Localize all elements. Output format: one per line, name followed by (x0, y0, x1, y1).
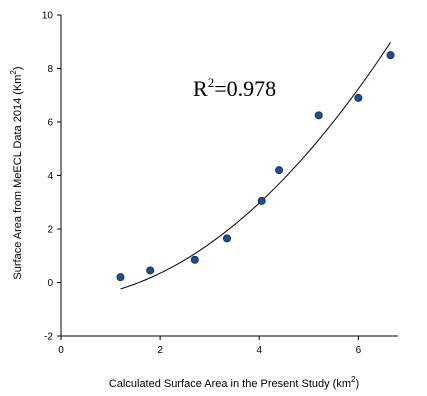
r-squared-letter: R (193, 76, 208, 101)
x-tick-label: 0 (58, 345, 64, 356)
y-tick-label: 10 (42, 11, 54, 22)
y-tick-label: 2 (47, 225, 53, 236)
r-squared-annotation: R2=0.978 (193, 75, 276, 101)
y-axis-label: Surface Area from MeECL Data 2014 (Km2) (9, 66, 24, 279)
data-point (314, 111, 323, 120)
x-axis-label: Calculated Surface Area in the Present S… (109, 375, 359, 390)
r-squared-value: =0.978 (214, 76, 276, 101)
x-tick-label: 4 (256, 345, 262, 356)
data-point (190, 255, 199, 264)
trendline (120, 41, 391, 290)
data-point (275, 166, 284, 175)
trendline-group (120, 41, 391, 290)
y-tick-label: 4 (47, 171, 53, 182)
x-tick-label: 6 (356, 345, 362, 356)
data-point (386, 51, 395, 60)
y-tick-label: 8 (47, 64, 53, 75)
ticks: -2 0 2 4 6 8 10 0 2 4 6 (42, 11, 362, 357)
axes (60, 15, 398, 337)
data-point (116, 273, 125, 282)
y-tick-label: -2 (44, 332, 53, 343)
data-point (146, 266, 155, 275)
points-group (116, 51, 395, 282)
data-point (257, 196, 266, 205)
data-point (354, 93, 363, 102)
x-tick-label: 2 (157, 345, 163, 356)
r-squared-superscript: 2 (208, 75, 215, 90)
y-tick-label: 0 (47, 278, 53, 289)
data-point (223, 234, 232, 243)
y-tick-label: 6 (47, 118, 53, 129)
